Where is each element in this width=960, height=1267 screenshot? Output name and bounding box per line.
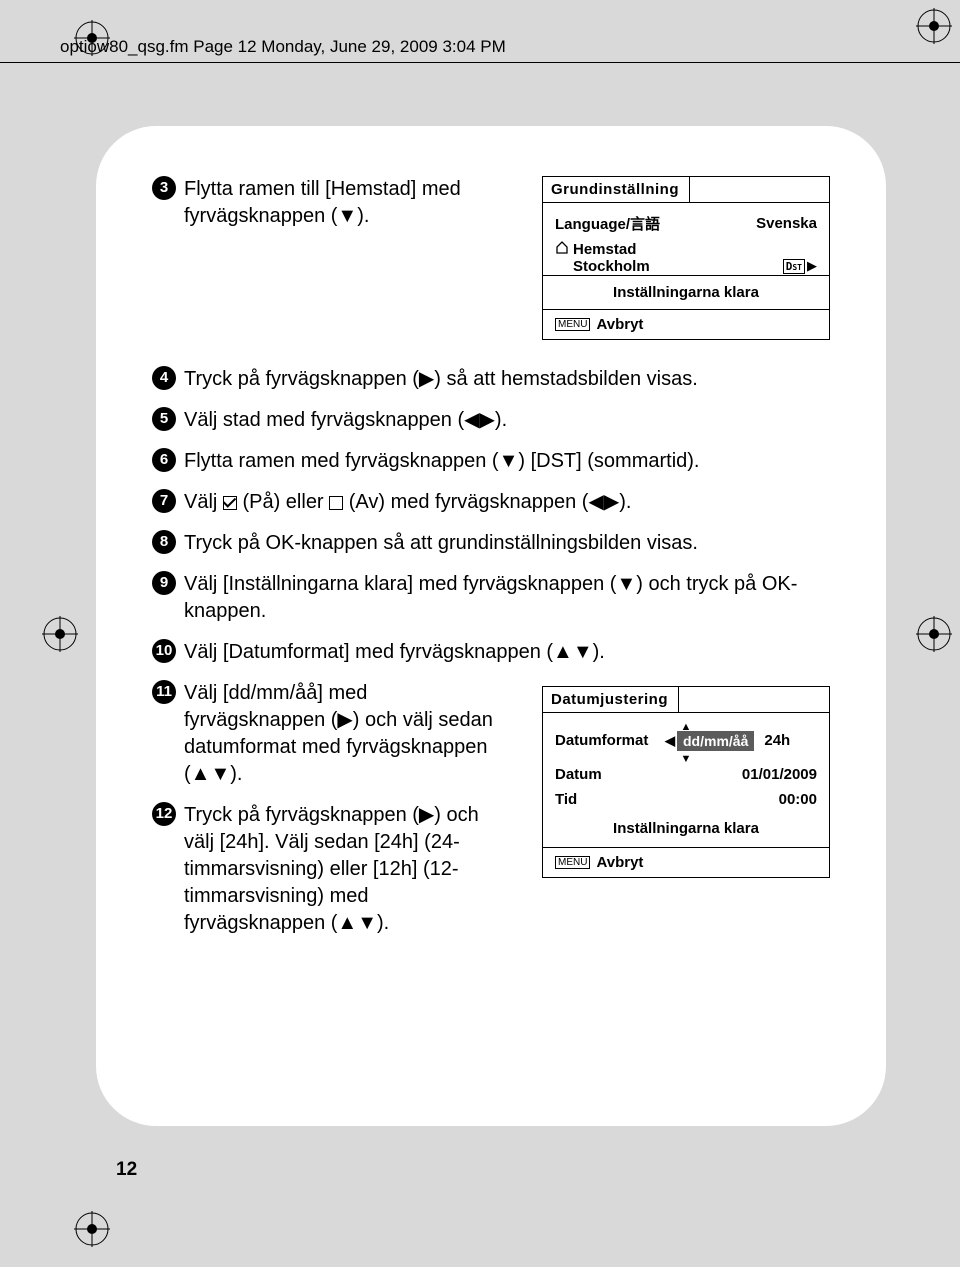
step-text: Välj [dd/mm/åå] med fyrvägsknappen (▶) o… (184, 680, 514, 788)
step-text: Flytta ramen till [Hemstad] med fyrvägsk… (184, 176, 514, 230)
step-number: 6 (152, 448, 176, 472)
step-number: 7 (152, 489, 176, 513)
lcd-hometown-label: Hemstad (573, 241, 636, 258)
step-text: Välj [Inställningarna klara] med fyrvägs… (184, 571, 830, 625)
lcd2-time-label: Tid (555, 791, 665, 808)
lcd-title: Grundinställning (543, 177, 690, 202)
step-text: Tryck på OK-knappen så att grundinställn… (184, 530, 830, 557)
page-number: 12 (116, 1159, 137, 1181)
checkbox-on-icon (223, 496, 237, 510)
lcd2-title: Datumjustering (543, 687, 679, 712)
step-text: Tryck på fyrvägsknappen (▶) och välj [24… (184, 802, 514, 937)
step-text: Välj (På) eller (Av) med fyrvägsknappen … (184, 489, 830, 516)
registration-mark (916, 616, 952, 652)
step-number: 4 (152, 366, 176, 390)
step-number: 3 (152, 176, 176, 200)
lcd2-settings-done: Inställningarna klara (555, 816, 817, 845)
lcd2-time-value: 00:00 (779, 791, 817, 808)
step-number: 10 (152, 639, 176, 663)
step-text: Välj stad med fyrvägsknappen (◀▶). (184, 407, 830, 434)
header-rule (0, 62, 960, 63)
step-text: Tryck på fyrvägsknappen (▶) så att hemst… (184, 366, 830, 393)
home-icon (555, 240, 569, 258)
lcd2-hourformat: 24h (764, 732, 790, 749)
lcd-hometown-value: Stockholm (555, 258, 650, 275)
lcd-settings-done: Inställningarna klara (543, 275, 829, 309)
step-number: 11 (152, 680, 176, 704)
step-text: Välj [Datumformat] med fyrvägsknappen (▲… (184, 639, 830, 666)
lcd-language-value: Svenska (756, 215, 817, 232)
lcd2-dateformat-label: Datumformat (555, 732, 665, 749)
lcd-screen-grundinstallning: Grundinställning Language/言語 Svenska Hem… (542, 176, 830, 340)
menu-icon: MENU (555, 856, 590, 869)
header-filename: optiow80_qsg.fm Page 12 Monday, June 29,… (60, 37, 960, 57)
lcd2-date-label: Datum (555, 766, 665, 783)
checkbox-off-icon (329, 496, 343, 510)
menu-icon: MENU (555, 318, 590, 331)
left-arrow-icon: ◀ (665, 733, 675, 749)
lcd-screen-datumjustering: Datumjustering ▲ Datumformat ◀ dd/mm/åå … (542, 686, 830, 878)
lcd-cancel: Avbryt (596, 316, 643, 333)
registration-mark (42, 616, 78, 652)
lcd2-dateformat-value: dd/mm/åå (677, 731, 754, 751)
page-content: 3 Flytta ramen till [Hemstad] med fyrväg… (96, 126, 886, 1126)
step-number: 8 (152, 530, 176, 554)
registration-mark (74, 1211, 110, 1247)
lcd2-date-value: 01/01/2009 (742, 766, 817, 783)
step-number: 5 (152, 407, 176, 431)
lcd2-cancel: Avbryt (596, 854, 643, 871)
step-number: 12 (152, 802, 176, 826)
down-arrow-icon: ▼ (681, 753, 692, 765)
step-text: Flytta ramen med fyrvägsknappen (▼) [DST… (184, 448, 830, 475)
step-number: 9 (152, 571, 176, 595)
dst-icon: DST ▶ (783, 258, 817, 274)
lcd-language-label: Language/言語 (555, 213, 660, 234)
